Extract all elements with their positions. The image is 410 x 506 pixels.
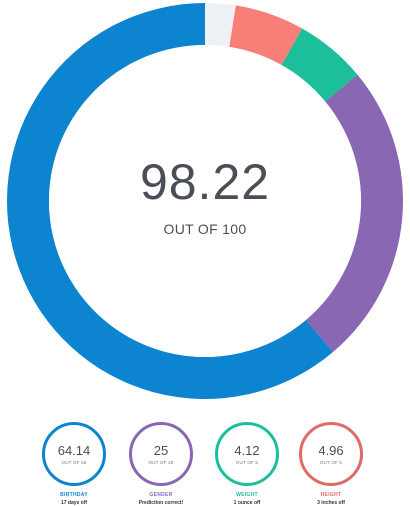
birthday-score-ring: 64.14 OUT OF 65	[42, 422, 106, 486]
gender-score-ring: 25 OUT OF 25	[129, 422, 193, 486]
weight-label: WEIGHT	[236, 492, 258, 498]
gender-score: 25	[153, 442, 169, 458]
height-score-ring: 4.96 OUT OF 5	[299, 422, 363, 486]
height-label: HEIGHT	[320, 492, 342, 498]
ring-segment-weight	[281, 28, 358, 102]
metric-gender: 25 OUT OF 25 GENDER Prediction correct!	[129, 422, 193, 506]
gender-out-of: OUT OF 25	[148, 459, 174, 465]
birthday-out-of: OUT OF 65	[61, 459, 87, 465]
birthday-note: 17 days off	[60, 500, 88, 506]
height-note: 3 inches off	[317, 500, 345, 506]
gender-note: Prediction correct!	[138, 500, 184, 506]
weight-score-ring: 4.12 OUT OF 5	[215, 422, 279, 486]
metric-weight: 4.12 OUT OF 5 WEIGHT 1 ounce off	[215, 422, 279, 506]
ring-segment-gender	[229, 5, 303, 66]
height-out-of: OUT OF 5	[319, 459, 343, 465]
weight-out-of: OUT OF 5	[235, 459, 259, 465]
weight-note: 1 ounce off	[233, 500, 261, 506]
score-donut-chart	[7, 3, 403, 399]
ring-segment-birthday	[7, 3, 334, 399]
ring-inner-face	[49, 45, 361, 357]
height-score: 4.96	[318, 442, 344, 458]
birthday-label: BIRTHDAY	[60, 492, 88, 498]
gender-label: GENDER	[149, 492, 173, 498]
ring-segment-height	[305, 74, 403, 353]
weight-score: 4.12	[234, 442, 260, 458]
birthday-score: 64.14	[57, 442, 91, 458]
metric-height: 4.96 OUT OF 5 HEIGHT 3 inches off	[299, 422, 363, 506]
metric-birthday: 64.14 OUT OF 65 BIRTHDAY 17 days off	[42, 422, 106, 506]
ring-segment-gap	[205, 3, 236, 47]
